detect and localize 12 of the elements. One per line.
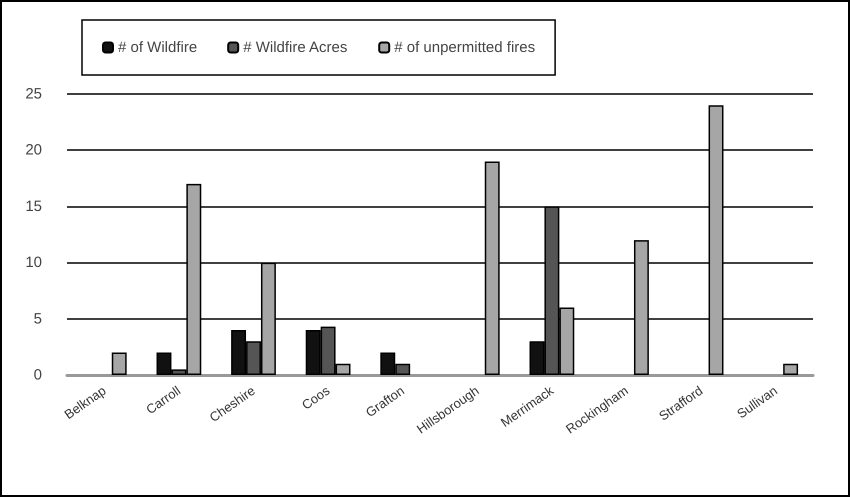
bar: [783, 364, 798, 375]
y-tick-label: 25: [25, 86, 42, 102]
y-tick-label: 20: [25, 142, 42, 159]
legend-label: # Wildfire Acres: [243, 39, 348, 56]
y-tick-label: 5: [34, 310, 42, 328]
y-tick-label: 15: [25, 198, 42, 215]
x-tick-label: Coos: [298, 382, 333, 413]
legend-label: # of unpermitted fires: [394, 39, 536, 56]
y-tick-label: 10: [25, 254, 42, 272]
bar: [112, 352, 127, 375]
legend-label: # of Wildfire: [118, 39, 198, 56]
y-tick-label: 0: [34, 366, 42, 384]
